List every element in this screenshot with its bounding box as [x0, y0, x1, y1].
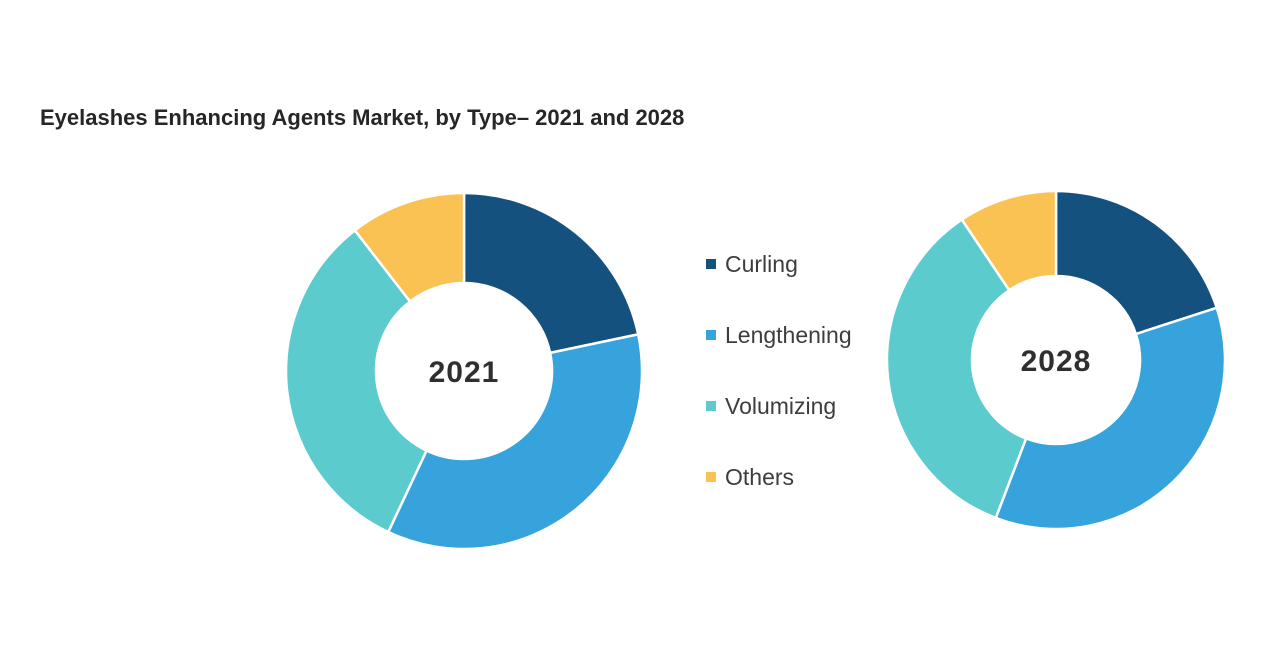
- legend-item-others: Others: [706, 463, 852, 491]
- legend-label-lengthening: Lengthening: [725, 321, 852, 348]
- legend: Curling Lengthening Volumizing Others: [706, 250, 852, 491]
- chart-title: Eyelashes Enhancing Agents Market, by Ty…: [40, 105, 685, 130]
- lengthening-swatch-icon: [706, 330, 716, 340]
- donut-chart-2021: [284, 191, 644, 551]
- others-swatch-icon: [706, 472, 716, 482]
- legend-item-curling: Curling: [706, 250, 852, 278]
- legend-label-curling: Curling: [725, 250, 798, 277]
- slice-curling-2028: [1054, 189, 1218, 336]
- slice-volumizing-2021: [284, 229, 428, 534]
- slice-others-2021: [353, 191, 466, 303]
- curling-swatch-icon: [706, 259, 716, 269]
- legend-label-others: Others: [725, 463, 795, 490]
- slice-curling-2021: [462, 191, 640, 355]
- volumizing-swatch-icon: [706, 401, 716, 411]
- slice-volumizing-2028: [885, 218, 1028, 520]
- donut-center-label-2028: 2028: [1020, 345, 1092, 378]
- slice-lengthening-2028: [994, 306, 1227, 531]
- donut-chart-2028: [885, 189, 1227, 531]
- slice-others-2028: [960, 189, 1058, 292]
- donut-center-label-2021: 2021: [428, 356, 500, 389]
- legend-label-volumizing: Volumizing: [725, 392, 837, 419]
- legend-item-volumizing: Volumizing: [706, 392, 852, 420]
- slice-lengthening-2021: [386, 333, 644, 551]
- legend-item-lengthening: Lengthening: [706, 321, 852, 349]
